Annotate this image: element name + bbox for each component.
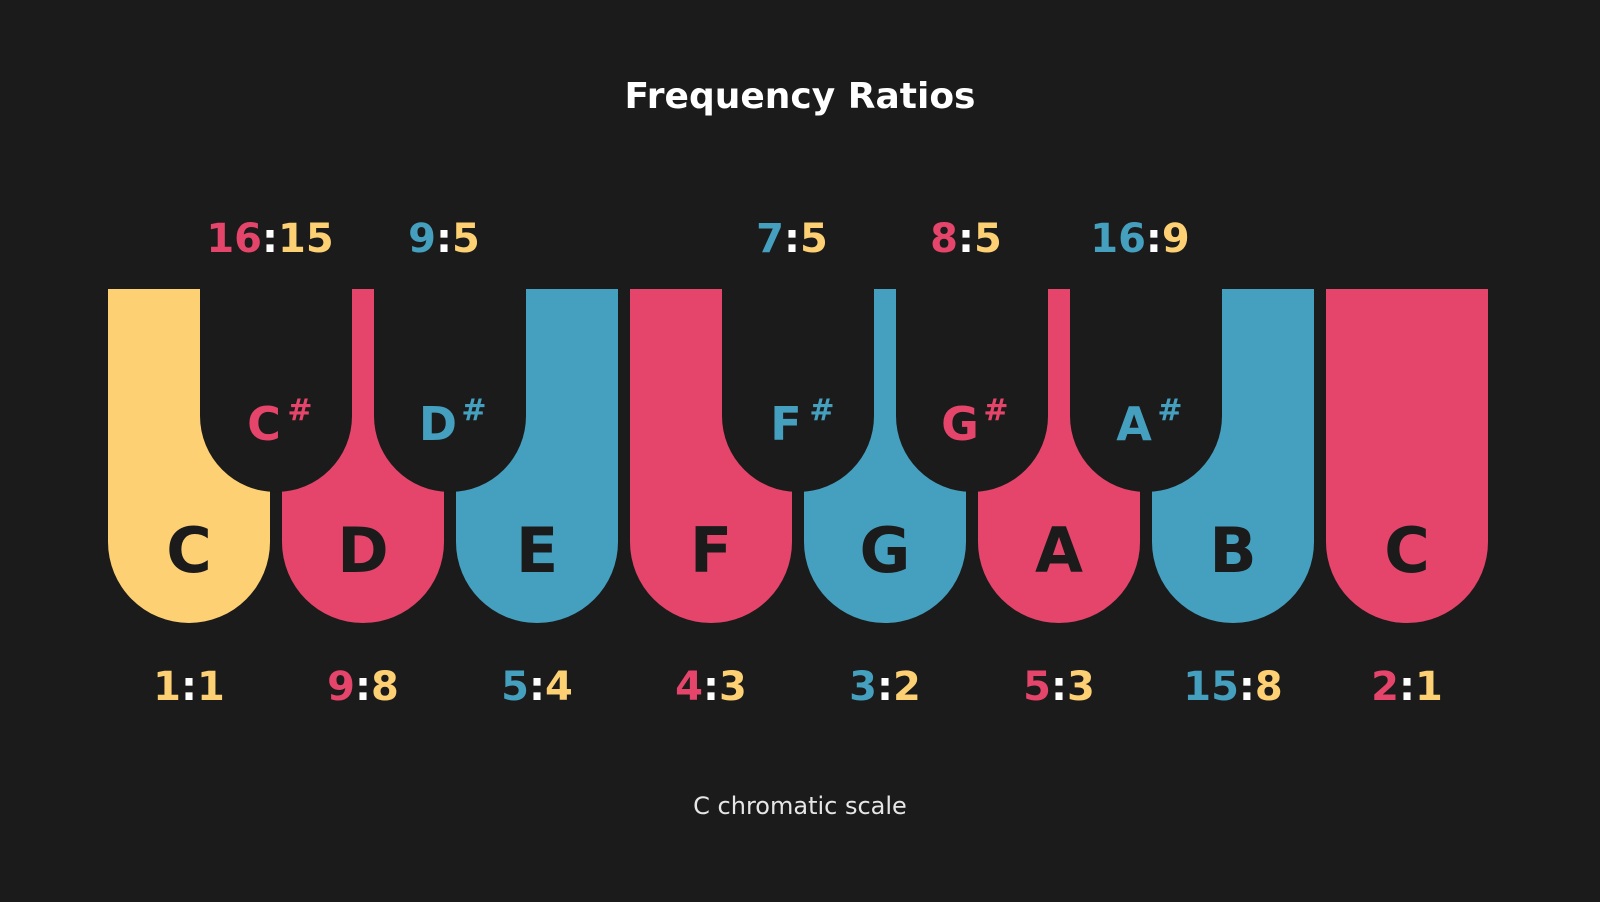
natural-key-ratio: 1:1	[153, 664, 225, 710]
sharp-key-ratio: 7:5	[756, 216, 828, 262]
key-d-sharp: D #	[374, 289, 526, 492]
natural-key-label: D	[337, 514, 388, 587]
ratio-colon: :	[355, 664, 371, 710]
sharp-key-ratio: 8:5	[930, 216, 1002, 262]
sharp-sign-icon: #	[1157, 393, 1182, 428]
ratio-colon: :	[1239, 664, 1255, 710]
ratio-colon: :	[877, 664, 893, 710]
ratio-colon: :	[529, 664, 545, 710]
natural-key-label: B	[1209, 514, 1256, 587]
ratio-denominator: 2	[893, 664, 921, 710]
sharp-key-label: F	[770, 397, 801, 451]
ratio-numerator: 15	[1183, 664, 1239, 710]
ratio-denominator: 5	[974, 216, 1002, 262]
ratio-denominator: 3	[719, 664, 747, 710]
natural-key-ratio: 5:3	[1023, 664, 1095, 710]
sharp-sign-icon: #	[461, 393, 486, 428]
ratio-numerator: 16	[1090, 216, 1146, 262]
natural-key-ratio: 4:3	[675, 664, 747, 710]
sharp-key-label: C	[247, 397, 281, 451]
natural-key-shape	[1326, 289, 1488, 623]
sharp-key-ratio: 16:9	[1090, 216, 1190, 262]
natural-key-label: C	[166, 514, 212, 587]
ratio-numerator: 3	[849, 664, 877, 710]
ratio-denominator: 5	[452, 216, 480, 262]
natural-key-label: C	[1384, 514, 1430, 587]
ratio-denominator: 9	[1162, 216, 1190, 262]
natural-key-ratio: 3:2	[849, 664, 921, 710]
natural-key-ratio: 9:8	[327, 664, 399, 710]
ratio-denominator: 15	[278, 216, 334, 262]
sharp-key-ratio: 9:5	[408, 216, 480, 262]
ratio-colon: :	[1146, 216, 1162, 262]
sharp-sign-icon: #	[287, 393, 312, 428]
natural-key-ratio: 5:4	[501, 664, 573, 710]
natural-key-label: A	[1035, 514, 1083, 587]
ratio-colon: :	[703, 664, 719, 710]
sharp-key-ratio: 16:15	[206, 216, 333, 262]
natural-key-label: F	[690, 514, 732, 587]
sharp-key-shape	[896, 289, 1048, 492]
sharp-key-label: G	[941, 397, 979, 451]
ratio-numerator: 1	[153, 664, 181, 710]
sharp-key-shape	[1070, 289, 1222, 492]
sharp-key-shape	[374, 289, 526, 492]
ratio-colon: :	[784, 216, 800, 262]
sharp-key-shape	[200, 289, 352, 492]
natural-key-ratio: 2:1	[1371, 664, 1443, 710]
page-title: Frequency Ratios	[624, 76, 976, 117]
key-c-7: C	[1326, 289, 1488, 623]
natural-key-label: E	[516, 514, 558, 587]
ratio-denominator: 4	[545, 664, 573, 710]
natural-key-label: G	[860, 514, 911, 587]
ratio-colon: :	[181, 664, 197, 710]
ratio-denominator: 1	[197, 664, 225, 710]
sharp-key-shape	[722, 289, 874, 492]
ratio-denominator: 1	[1415, 664, 1443, 710]
sharp-sign-icon: #	[983, 393, 1008, 428]
key-g-sharp: G #	[896, 289, 1048, 492]
ratio-denominator: 3	[1067, 664, 1095, 710]
ratio-numerator: 4	[675, 664, 703, 710]
sharp-key-label: A	[1116, 397, 1152, 451]
key-a-sharp: A #	[1070, 289, 1222, 492]
ratio-colon: :	[1399, 664, 1415, 710]
ratio-numerator: 5	[1023, 664, 1051, 710]
ratio-numerator: 9	[408, 216, 436, 262]
key-c-sharp: C #	[200, 289, 352, 492]
ratio-colon: :	[436, 216, 452, 262]
ratio-colon: :	[958, 216, 974, 262]
ratio-numerator: 7	[756, 216, 784, 262]
page-subtitle: C chromatic scale	[693, 792, 907, 820]
sharp-key-label: D	[419, 397, 457, 451]
key-f-sharp: F #	[722, 289, 874, 492]
ratio-colon: :	[262, 216, 278, 262]
ratio-numerator: 2	[1371, 664, 1399, 710]
ratio-numerator: 5	[501, 664, 529, 710]
ratio-numerator: 8	[930, 216, 958, 262]
ratio-denominator: 8	[1255, 664, 1283, 710]
ratio-numerator: 9	[327, 664, 355, 710]
ratio-colon: :	[1051, 664, 1067, 710]
ratio-numerator: 16	[206, 216, 262, 262]
ratio-denominator: 5	[800, 216, 828, 262]
sharp-sign-icon: #	[809, 393, 834, 428]
natural-key-ratio: 15:8	[1183, 664, 1283, 710]
ratio-denominator: 8	[371, 664, 399, 710]
